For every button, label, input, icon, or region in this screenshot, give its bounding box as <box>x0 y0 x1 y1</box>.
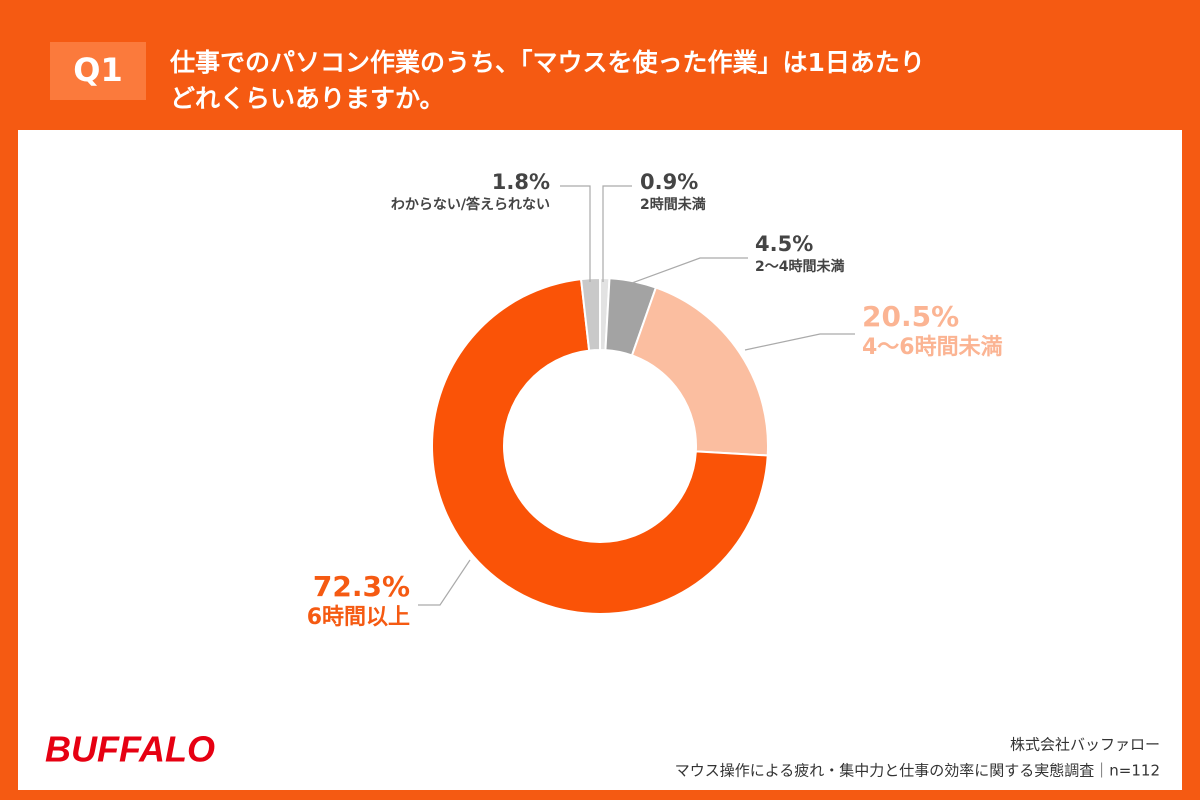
company: 株式会社バッファロー <box>1010 736 1160 754</box>
category-label: 4〜6時間未満 <box>862 334 1003 360</box>
category-label: 2〜4時間未満 <box>755 258 844 275</box>
value-label: 1.8% <box>492 170 550 194</box>
leader-line <box>744 333 855 351</box>
title: 仕事でのパソコン作業のうち、「マウスを使った作業」は1日あたり <box>169 48 925 77</box>
leader-line <box>602 185 632 282</box>
value-label: 20.5% <box>862 300 959 333</box>
panel <box>18 130 1182 790</box>
badge: Q1 <box>73 51 122 89</box>
leader-line <box>631 257 748 284</box>
value-label: 72.3% <box>313 570 410 603</box>
value-label: 4.5% <box>755 232 813 256</box>
slice <box>431 277 769 615</box>
category-label: 6時間以上 <box>307 605 410 630</box>
slice <box>579 276 601 352</box>
logo: BUFFALO <box>45 729 215 770</box>
category-label: 2時間未満 <box>640 196 706 213</box>
survey: マウス操作による疲れ・集中力と仕事の効率に関する実態調査｜n=112 <box>675 762 1160 780</box>
badge-box <box>50 42 146 100</box>
leader-line <box>560 185 591 282</box>
slice <box>630 286 769 457</box>
leader-line <box>418 559 471 606</box>
value-label: 0.9% <box>640 170 698 194</box>
title: どれくらいありますか。 <box>170 84 445 113</box>
chart: 0.9% 2時間未満 4.5% 2〜4時間未満 20.5%4〜6時間未満 72.3%6時間… <box>307 170 1003 630</box>
category-label: わからない/答えられない <box>391 196 550 213</box>
